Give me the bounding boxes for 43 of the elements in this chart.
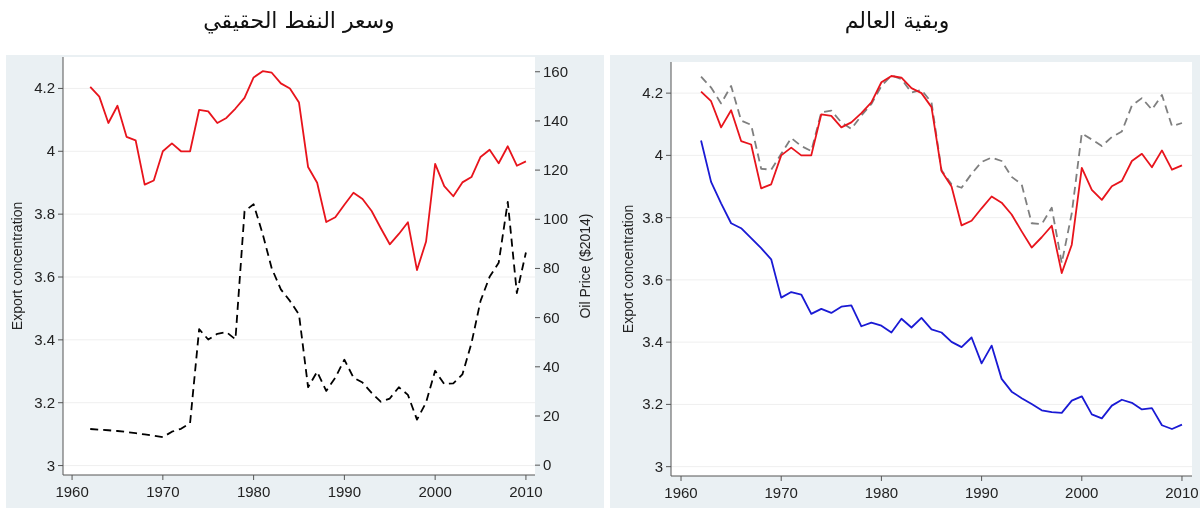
y-tick-label: 4: [654, 146, 663, 164]
y2-tick-label: 20: [543, 406, 560, 424]
y-tick-label: 3: [654, 457, 663, 475]
y-tick-label: 3.8: [34, 205, 55, 223]
y-tick-label: 3.2: [34, 393, 55, 411]
y-tick-label: 4: [46, 142, 55, 160]
chart-title: وسعر النفط الحقيقي: [203, 8, 395, 34]
y2-tick-label: 40: [543, 357, 560, 375]
line-series: [700, 139, 1183, 430]
y2-tick-label: 60: [543, 308, 560, 326]
x-tick-label: 1970: [764, 484, 798, 501]
x-tick-label: 2010: [1165, 484, 1199, 501]
y-tick-label: 3.8: [642, 208, 663, 226]
x-tick-label: 1980: [864, 484, 899, 501]
x-tick-label: 2000: [418, 483, 452, 500]
y2-tick-label: 0: [543, 456, 552, 474]
chart-title: وبقية العالم: [844, 8, 950, 34]
y-tick-label: 3.4: [642, 333, 663, 351]
y-axis-title: Export concentration: [9, 201, 25, 331]
x-tick-label: 1970: [146, 483, 180, 500]
y-tick-label: 4.2: [642, 84, 663, 102]
y-tick-label: 3.2: [642, 395, 663, 413]
y2-axis-title: Oil Price ($2014): [577, 213, 593, 319]
y2-tick-label: 120: [543, 161, 569, 179]
x-tick-label: 1960: [664, 484, 698, 501]
line-series: [89, 70, 527, 271]
y-tick-label: 3.4: [34, 330, 55, 348]
y-tick-label: 3.6: [642, 270, 663, 288]
y2-tick-label: 80: [543, 259, 560, 277]
y-tick-label: 3.6: [34, 268, 55, 285]
y-tick-label: 3: [46, 456, 55, 474]
x-tick-label: 1980: [236, 483, 271, 500]
y-axis-title: Export concentration: [620, 204, 636, 334]
line-series: [89, 200, 527, 439]
x-tick-label: 2010: [509, 483, 543, 500]
x-tick-label: 1990: [327, 483, 362, 500]
y2-tick-label: 160: [543, 62, 569, 80]
y-tick-label: 4.2: [34, 79, 55, 97]
y2-tick-label: 140: [543, 111, 569, 129]
x-tick-label: 2000: [1065, 484, 1099, 501]
y2-tick-label: 100: [543, 210, 569, 228]
x-tick-label: 1960: [55, 483, 89, 500]
x-tick-label: 1990: [964, 484, 999, 501]
